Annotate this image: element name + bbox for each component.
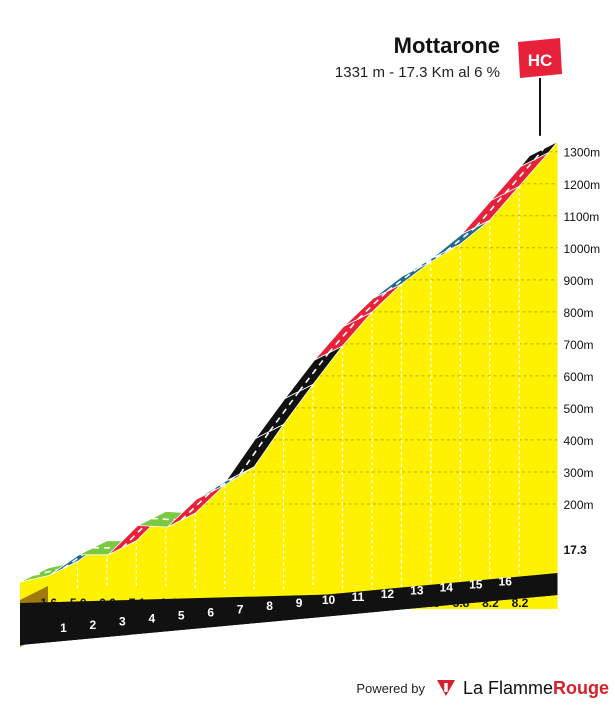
km-tick-label: 4 [148, 612, 155, 626]
km-tick-label: 8 [266, 599, 273, 613]
y-tick-label: 800m [563, 306, 593, 320]
road-centerline [357, 290, 388, 320]
brand-name: La FlammeRouge [463, 678, 609, 699]
footer-credit: Powered by La FlammeRouge [356, 677, 609, 699]
gradient-label: 4.3 [423, 596, 440, 610]
y-tick-label: 500m [563, 402, 593, 416]
km-tick-label: 6 [207, 605, 214, 619]
y-tick-label: 600m [563, 370, 593, 384]
road-centerline [475, 192, 506, 228]
gradient-label: 6.8 [188, 596, 205, 610]
y-tick-label: 400m [563, 434, 593, 448]
road-centerline [180, 491, 212, 521]
end-distance-label: 17.3 [563, 543, 587, 557]
y-tick-label: 900m [563, 274, 593, 288]
y-tick-label: 200m [563, 498, 593, 512]
km-tick-label: 10 [322, 593, 336, 607]
road-segment [520, 141, 558, 167]
gradient-label: 8.2 [482, 596, 499, 610]
gradient-label: 10.3 [243, 596, 267, 610]
climb-title: Mottarone [393, 33, 500, 58]
km-tick-label: 2 [90, 618, 97, 632]
km-tick-label: 12 [381, 587, 395, 601]
gradient-label: 8.2 [335, 596, 352, 610]
y-tick-label: 1000m [563, 242, 600, 256]
km-tick-label: 13 [410, 584, 424, 598]
gradient-label: 5.4 [394, 596, 411, 610]
km-tick-label: 14 [440, 581, 454, 595]
gradient-label: 5.8 [453, 596, 470, 610]
profile-area [48, 141, 558, 610]
gradient-label: -0.4 [156, 596, 177, 610]
brand-name-right: Rouge [553, 677, 609, 698]
road-centerline [298, 352, 330, 392]
km-tick-label: 11 [352, 590, 365, 604]
gradient-label: 0.0 [99, 596, 116, 610]
y-tick-label: 700m [563, 338, 593, 352]
y-tick-label: 1100m [563, 210, 599, 224]
road-centerline [268, 390, 300, 432]
road-centerline [239, 430, 271, 475]
gradient-label: 7.1 [129, 596, 146, 610]
km-tick-label: 5 [178, 609, 185, 623]
gradient-label: 9.3 [305, 596, 322, 610]
y-tick-label: 1200m [563, 178, 600, 192]
km-tick-label: 1 [60, 621, 67, 635]
y-tick-label: 300m [563, 466, 593, 480]
km-tick-label: 15 [469, 578, 483, 592]
gradient-label: 8.2 [512, 596, 529, 610]
y-tick-label: 1300m [563, 146, 600, 160]
powered-by-label: Powered by [356, 680, 425, 696]
road-centerline [416, 250, 447, 270]
gradient-label: 5.0 [70, 596, 87, 610]
gradient-label: 1.6 [40, 596, 57, 610]
brand-name-left: La Flamme [462, 677, 553, 698]
gradient-label: 6.8 [364, 596, 381, 610]
road-centerline [62, 547, 94, 570]
km-tick-label: 9 [296, 596, 303, 610]
gradient-label: 4.4 [217, 596, 234, 610]
climb-subtitle: 1331 m - 17.3 Km al 6 % [334, 64, 500, 81]
category-badge-label: HC [528, 51, 553, 70]
distance-base-face [20, 573, 558, 645]
road-centerline [534, 148, 545, 160]
road-centerline [327, 318, 359, 354]
category-flag [518, 38, 562, 78]
flame-rouge-logo-icon [436, 680, 455, 696]
km-tick-label: 3 [119, 615, 126, 629]
km-tick-label: 7 [237, 602, 244, 616]
road-centerline [504, 158, 536, 194]
gradient-label: 9.7 [276, 596, 293, 610]
road-centerline [210, 473, 241, 493]
km-tick-label: 16 [499, 574, 513, 588]
